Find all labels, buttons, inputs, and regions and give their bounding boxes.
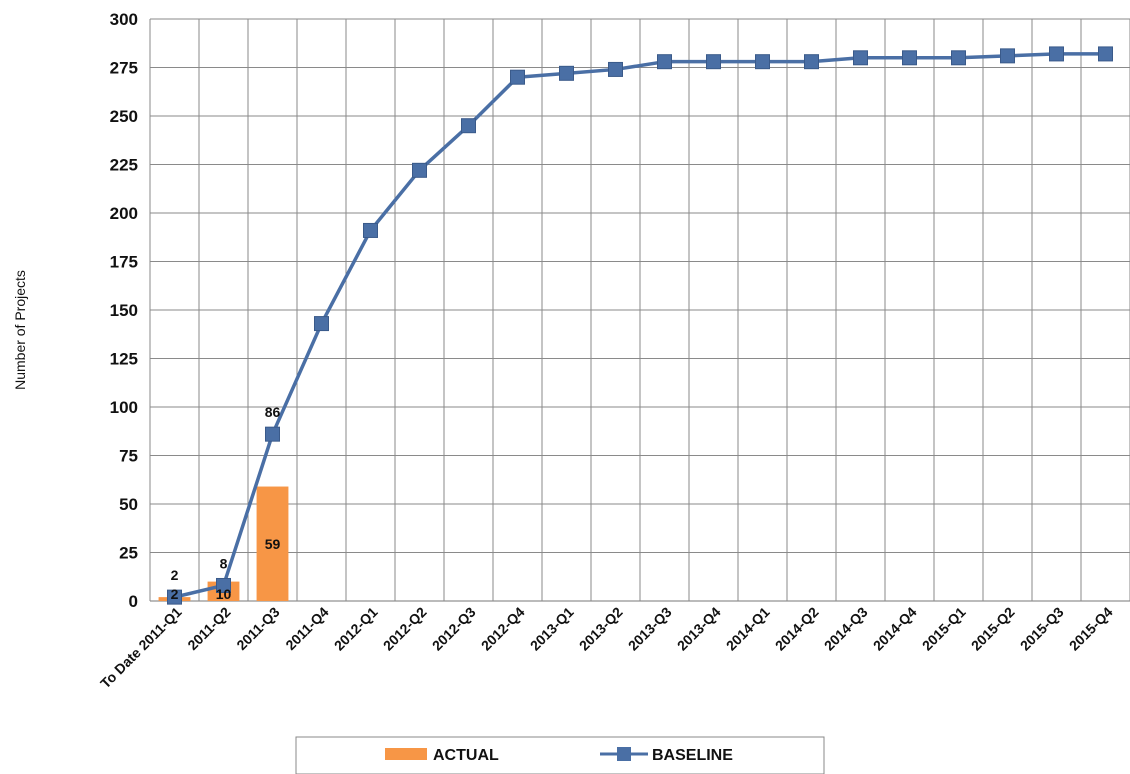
- legend-baseline-label: BASELINE: [652, 747, 733, 764]
- x-tick-label: 2013-Q4: [674, 604, 724, 654]
- y-tick-label: 125: [110, 350, 138, 369]
- x-tick-label: 2014-Q3: [821, 604, 871, 654]
- x-tick-label: 2012-Q2: [380, 604, 430, 654]
- y-tick-label: 100: [110, 398, 138, 417]
- y-tick-label: 225: [110, 156, 138, 175]
- baseline-line: [167, 46, 1113, 605]
- legend-actual-swatch: [385, 748, 427, 760]
- x-tick-label: 2014-Q4: [870, 604, 920, 654]
- y-tick-label: 150: [110, 301, 138, 320]
- baseline-marker: [902, 50, 917, 66]
- x-tick-label: 2013-Q3: [625, 604, 675, 654]
- baseline-line-path: [174, 52, 1106, 599]
- legend: ACTUAL BASELINE: [295, 736, 825, 774]
- x-tick-label: 2014-Q2: [772, 604, 822, 654]
- x-tick-label: 2015-Q3: [1017, 604, 1067, 654]
- x-axis-ticks: To Date 2011-Q1 2011-Q2 2011-Q3 2011-Q4 2012…: [97, 604, 1116, 692]
- x-tick-label: 2015-Q4: [1066, 604, 1116, 654]
- x-tick-label: 2015-Q1: [919, 604, 969, 654]
- baseline-data-label: 2: [171, 567, 179, 583]
- baseline-marker: [657, 54, 672, 70]
- baseline-marker: [1000, 48, 1015, 64]
- x-tick-label: 2013-Q1: [527, 604, 577, 654]
- actual-data-label: 2: [171, 586, 179, 602]
- baseline-marker: [412, 162, 427, 178]
- legend-actual-label: ACTUAL: [433, 747, 499, 764]
- y-axis-ticks: 0 25 50 75 100 125 150 175 200 225 250 275 300: [110, 10, 138, 611]
- x-tick-label: To Date 2011-Q1: [97, 604, 185, 692]
- y-axis-label: Number of Projects: [12, 270, 28, 390]
- baseline-marker: [951, 50, 966, 66]
- y-tick-label: 50: [119, 495, 138, 514]
- actual-data-label: 59: [265, 536, 281, 552]
- legend-box: [295, 736, 825, 774]
- y-tick-label: 175: [110, 253, 138, 272]
- baseline-marker: [804, 54, 819, 70]
- y-tick-label: 275: [110, 59, 138, 78]
- baseline-marker: [706, 54, 721, 70]
- baseline-marker: [265, 426, 280, 442]
- baseline-marker: [853, 50, 868, 66]
- data-labels: 2 8 86 2 10 59: [171, 404, 281, 602]
- x-tick-label: 2015-Q2: [968, 604, 1018, 654]
- actual-data-label: 10: [216, 586, 232, 602]
- baseline-marker: [510, 69, 525, 85]
- y-tick-label: 75: [119, 447, 138, 466]
- x-tick-label: 2011-Q3: [233, 604, 282, 653]
- baseline-data-label: 8: [220, 555, 228, 571]
- baseline-marker: [167, 589, 182, 605]
- baseline-data-label: 86: [265, 404, 281, 420]
- y-tick-label: 200: [110, 204, 138, 223]
- x-tick-label: 2014-Q1: [723, 604, 773, 654]
- x-tick-label: 2011-Q2: [184, 604, 233, 653]
- x-tick-label: 2013-Q2: [576, 604, 626, 654]
- baseline-marker: [755, 54, 770, 70]
- y-tick-label: 250: [110, 107, 138, 126]
- baseline-marker: [461, 118, 476, 134]
- actual-bar: [256, 486, 289, 601]
- baseline-marker: [559, 65, 574, 81]
- y-tick-label: 0: [129, 592, 138, 611]
- baseline-marker: [608, 61, 623, 77]
- y-tick-label: 300: [110, 10, 138, 29]
- baseline-marker: [314, 316, 329, 332]
- baseline-marker: [1098, 46, 1113, 62]
- x-tick-label: 2012-Q4: [478, 604, 528, 654]
- x-tick-label: 2011-Q4: [282, 604, 331, 653]
- x-tick-label: 2012-Q1: [331, 604, 381, 654]
- baseline-marker: [1049, 46, 1064, 62]
- gridlines: [149, 18, 1130, 602]
- baseline-marker: [363, 222, 378, 238]
- legend-baseline-marker: [617, 747, 631, 761]
- y-tick-label: 25: [119, 544, 138, 563]
- x-tick-label: 2012-Q3: [429, 604, 479, 654]
- baseline-marker: [216, 577, 231, 593]
